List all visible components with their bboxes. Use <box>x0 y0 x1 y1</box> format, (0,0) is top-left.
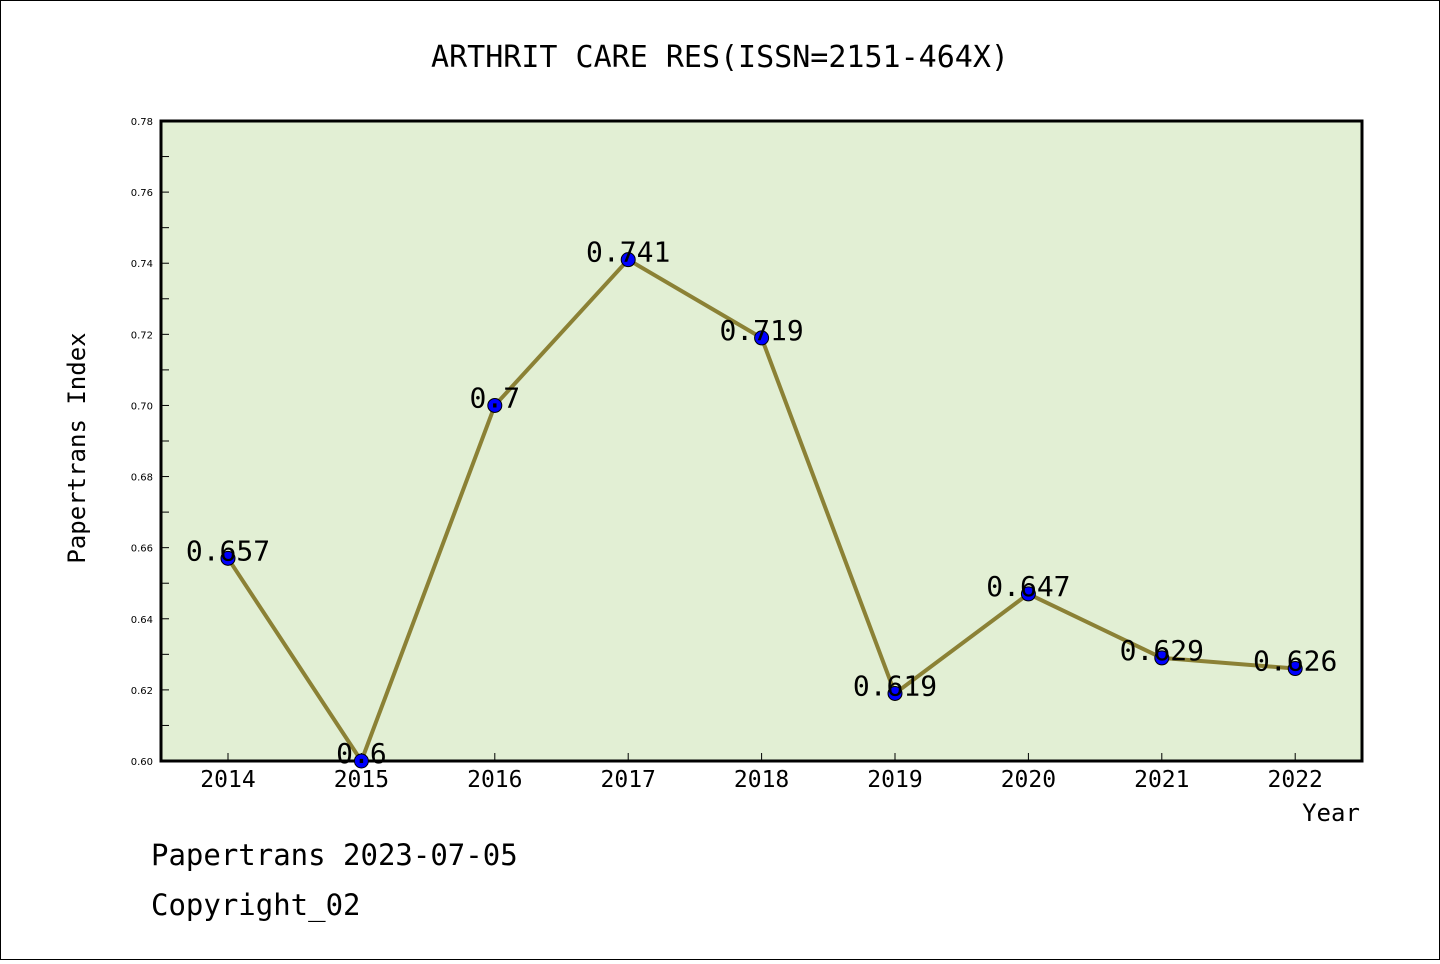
data-point <box>1287 661 1303 677</box>
data-label: 0.629 <box>1120 634 1204 667</box>
data-label: 0.6 <box>336 737 387 770</box>
data-point <box>1154 650 1170 666</box>
data-point <box>353 753 369 769</box>
y-tick-label: 0.66 <box>131 544 153 555</box>
footer-copyright: Copyright_02 <box>151 888 361 923</box>
x-tick-label: 2020 <box>1001 767 1056 793</box>
series-markers <box>220 252 1303 769</box>
x-tick-label: 2016 <box>467 767 522 793</box>
data-label: 0.7 <box>470 381 521 414</box>
y-tick-label: 0.70 <box>131 401 153 412</box>
data-point <box>487 397 503 413</box>
data-point <box>887 685 903 701</box>
x-tick-label: 2014 <box>200 767 255 793</box>
x-tick-label: 2021 <box>1134 767 1189 793</box>
footer-date: Papertrans 2023-07-05 <box>151 838 518 872</box>
x-tick-label: 2022 <box>1268 767 1323 793</box>
data-point <box>220 550 236 566</box>
y-tick-label: 0.68 <box>131 473 153 484</box>
x-tick-label: 2018 <box>734 767 789 793</box>
x-axis-title: Year <box>1302 799 1360 827</box>
x-tick-label: 2015 <box>334 767 389 793</box>
y-tick-label: 0.72 <box>131 330 153 341</box>
y-axis-title: Papertrans Index <box>63 332 91 563</box>
data-label: 0.741 <box>586 236 670 269</box>
y-tick-label: 0.74 <box>131 259 153 270</box>
data-label: 0.626 <box>1253 645 1337 678</box>
y-axis: 0.60 0.62 0.64 0.66 0.68 0.70 0.72 0.74 0.76 0.78 <box>131 117 169 768</box>
y-tick-label: 0.76 <box>131 188 153 199</box>
data-point <box>620 252 636 268</box>
data-label: 0.719 <box>719 314 803 347</box>
data-label: 0.647 <box>986 570 1070 603</box>
data-point <box>1020 586 1036 602</box>
x-tick-label: 2019 <box>867 767 922 793</box>
data-labels: 0.657 0.6 0.7 0.741 0.719 0.619 0.647 0.629 0.62… <box>186 236 1337 770</box>
y-tick-label: 0.62 <box>131 686 153 697</box>
x-tick-label: 2017 <box>601 767 656 793</box>
data-point <box>754 330 770 346</box>
y-tick-label: 0.78 <box>131 117 153 128</box>
data-label: 0.657 <box>186 534 270 567</box>
y-tick-label: 0.60 <box>131 757 153 768</box>
chart-title: ARTHRIT CARE RES(ISSN=2151-464X) <box>431 40 1009 75</box>
data-label: 0.619 <box>853 669 937 702</box>
y-tick-label: 0.64 <box>131 615 153 626</box>
x-axis: 2014 2015 2016 2017 2018 2019 2020 2021 2022 <box>200 753 1323 793</box>
